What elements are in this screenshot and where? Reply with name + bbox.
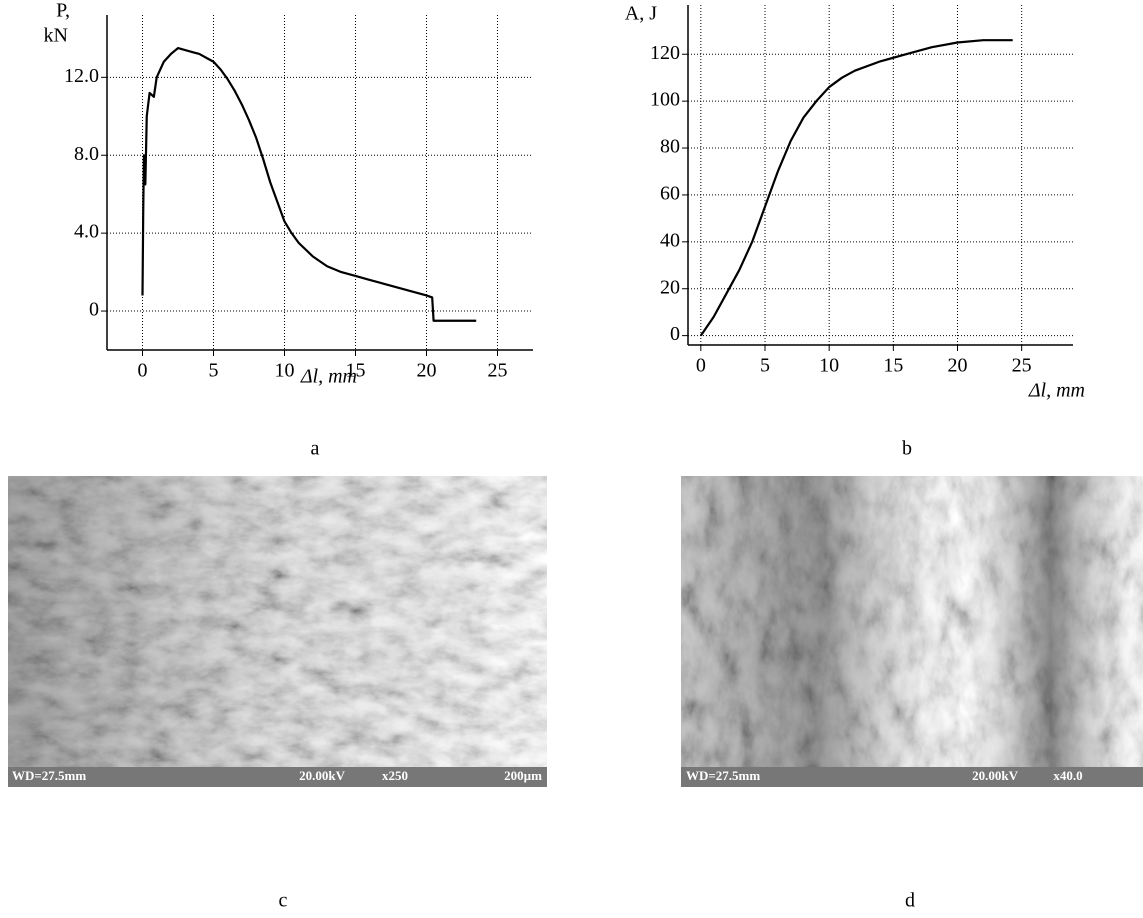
sem-info: WD=27.5mm [686,768,760,783]
y-tick-label: 40 [660,229,680,251]
y-tick-label: 0 [89,299,99,321]
sem-info: x40.0 [1053,768,1082,783]
sem-info: 20.00kV [299,768,345,783]
data-line [141,47,477,322]
y-axis-label: A, J [625,3,657,25]
x-axis-label: Δl, mm [1028,380,1085,402]
x-tick-label: 0 [138,360,148,382]
sem-info: x250 [382,768,408,783]
x-tick-label: 10 [275,360,295,382]
panel-label: b [902,438,912,460]
x-tick-label: 25 [1012,355,1032,377]
x-tick-label: 15 [346,360,366,382]
x-axis-label: Δl, mm [300,366,357,388]
data-line [699,39,1013,337]
x-tick-label: 20 [417,360,437,382]
y-tick-label: 8.0 [74,143,99,165]
x-tick-label: 0 [696,355,706,377]
x-tick-label: 15 [883,355,903,377]
y-tick-label: 20 [660,276,680,298]
y-tick-label: 100 [650,89,680,111]
sem-info: WD=27.5mm [12,768,86,783]
sem-image-d [681,476,1143,787]
x-tick-label: 20 [948,355,968,377]
y-tick-label: 60 [660,183,680,205]
panel-label: a [311,438,320,460]
x-tick-label: 25 [488,360,508,382]
x-tick-label: 10 [819,355,839,377]
sem-info: 200µm [504,768,542,783]
y-axis-label: kN [44,25,68,47]
x-tick-label: 5 [760,355,770,377]
y-tick-label: 80 [660,136,680,158]
y-tick-label: 0 [670,323,680,345]
y-tick-label: 120 [650,42,680,64]
panel-label: c [279,890,288,912]
y-axis-label: P, [56,0,70,22]
y-tick-label: 12.0 [64,65,99,87]
sem-image-c [8,476,547,787]
y-tick-label: 4.0 [74,221,99,243]
panel-label: d [905,890,915,912]
sem-info: 20.00kV [972,768,1018,783]
x-tick-label: 5 [209,360,219,382]
